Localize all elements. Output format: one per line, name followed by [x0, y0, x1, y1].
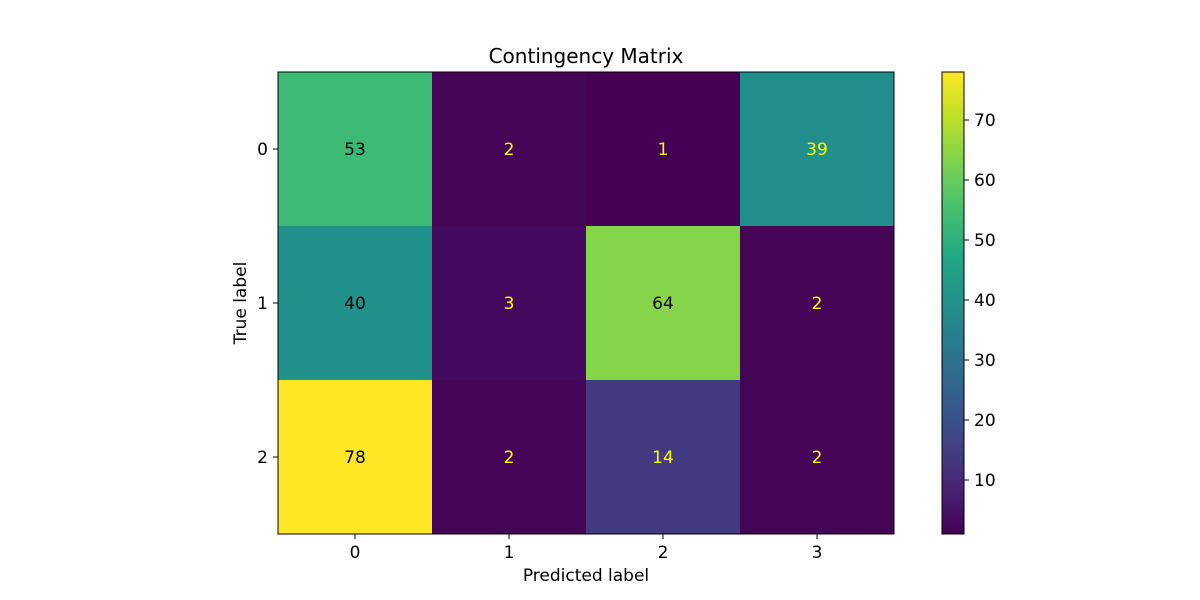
- heatmap-cell: [586, 226, 741, 381]
- cell-value-label: 3: [504, 294, 515, 314]
- colorbar: 10 20 30 40 50 60 70: [941, 71, 996, 535]
- y-axis-ticks: 0 1 2: [257, 140, 278, 468]
- cell-value-label: 2: [812, 294, 823, 314]
- cell-value-label: 39: [806, 140, 828, 160]
- cell-value-label: 1: [658, 140, 669, 160]
- cell-value-label: 2: [812, 448, 823, 468]
- x-axis-label: Predicted label: [523, 566, 649, 586]
- cell-value-label: 2: [504, 140, 515, 160]
- colorbar-gradient: [942, 72, 964, 534]
- heatmap-cell: [586, 72, 741, 227]
- heatmap-cells: 53 2 1 39 40 3 64 2 78 2 14 2: [278, 72, 895, 535]
- cell-value-label: 40: [344, 294, 366, 314]
- heatmap-cell: [278, 72, 433, 227]
- x-tick-label: 0: [350, 543, 361, 563]
- heatmap-cell: [278, 226, 433, 381]
- y-axis-label: True label: [231, 262, 251, 346]
- colorbar-tick-label: 20: [974, 411, 996, 431]
- colorbar-tick-label: 50: [974, 231, 996, 251]
- x-tick-label: 2: [658, 543, 669, 563]
- heatmap-cell: [740, 226, 895, 381]
- heatmap-cell: [278, 380, 433, 535]
- y-tick-label: 2: [257, 448, 268, 468]
- x-tick-label: 3: [812, 543, 823, 563]
- cell-value-label: 14: [652, 448, 674, 468]
- heatmap-cell: [740, 72, 895, 227]
- colorbar-ticks: 10 20 30 40 50 60 70: [964, 111, 996, 491]
- cell-value-label: 64: [652, 294, 674, 314]
- cell-value-label: 53: [344, 140, 366, 160]
- cell-value-label: 2: [504, 448, 515, 468]
- heatmap-cell: [432, 380, 587, 535]
- chart-title: Contingency Matrix: [489, 44, 684, 68]
- heatmap-cell: [740, 380, 895, 535]
- heatmap-cell: [432, 226, 587, 381]
- colorbar-tick-label: 70: [974, 111, 996, 131]
- colorbar-tick-label: 60: [974, 171, 996, 191]
- cell-value-label: 78: [344, 448, 366, 468]
- colorbar-frame: [941, 71, 965, 535]
- x-tick-label: 1: [504, 543, 515, 563]
- y-tick-label: 1: [257, 294, 268, 314]
- colorbar-tick-label: 40: [974, 291, 996, 311]
- heatmap-cell: [432, 72, 587, 227]
- heatmap-cell: [586, 380, 741, 535]
- colorbar-tick-label: 10: [974, 471, 996, 491]
- y-tick-label: 0: [257, 140, 268, 160]
- colorbar-tick-label: 30: [974, 351, 996, 371]
- x-axis-ticks: 0 1 2 3: [350, 534, 823, 563]
